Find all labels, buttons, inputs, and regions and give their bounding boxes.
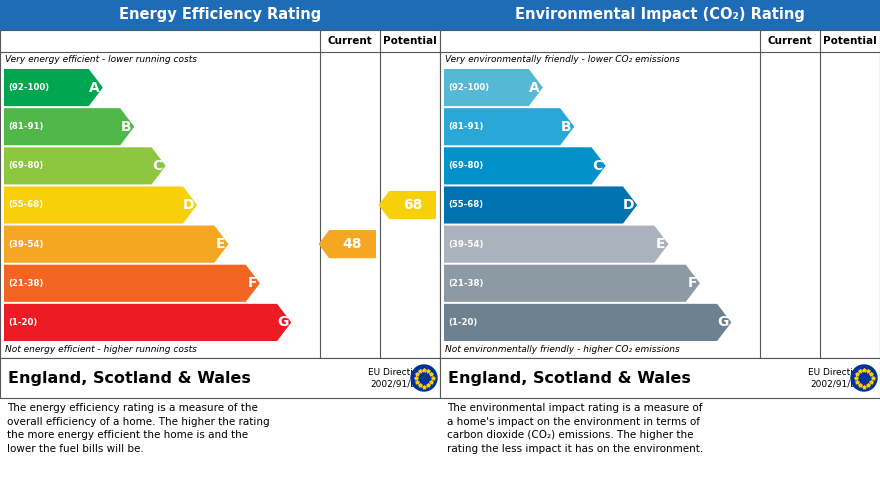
Text: Not environmentally friendly - higher CO₂ emissions: Not environmentally friendly - higher CO…: [445, 346, 679, 354]
Text: (55-68): (55-68): [448, 201, 483, 210]
Text: Not energy efficient - higher running costs: Not energy efficient - higher running co…: [5, 346, 197, 354]
Text: EU Directive
2002/91/EC: EU Directive 2002/91/EC: [368, 368, 424, 388]
Text: D: D: [622, 198, 634, 212]
Text: (21-38): (21-38): [448, 279, 483, 288]
Text: Very environmentally friendly - lower CO₂ emissions: Very environmentally friendly - lower CO…: [445, 56, 680, 65]
Text: England, Scotland & Wales: England, Scotland & Wales: [448, 371, 691, 386]
Text: (69-80): (69-80): [8, 161, 43, 171]
Text: EU Directive
2002/91/EC: EU Directive 2002/91/EC: [808, 368, 864, 388]
Polygon shape: [319, 230, 376, 258]
Bar: [440, 30, 880, 358]
Polygon shape: [444, 147, 605, 184]
Polygon shape: [4, 69, 103, 106]
Text: C: C: [152, 159, 163, 173]
Polygon shape: [4, 108, 135, 145]
Text: (1-20): (1-20): [8, 318, 37, 327]
Text: The environmental impact rating is a measure of
a home's impact on the environme: The environmental impact rating is a mea…: [447, 403, 703, 454]
Polygon shape: [444, 108, 575, 145]
Polygon shape: [444, 226, 669, 263]
Text: (69-80): (69-80): [448, 161, 483, 171]
Text: (21-38): (21-38): [8, 279, 43, 288]
Text: D: D: [182, 198, 194, 212]
Text: F: F: [687, 276, 697, 290]
Bar: [0, 0, 440, 30]
Text: G: G: [717, 316, 729, 329]
Text: (81-91): (81-91): [8, 122, 43, 131]
Polygon shape: [4, 186, 197, 223]
Text: A: A: [529, 80, 540, 95]
Text: G: G: [277, 316, 289, 329]
Text: C: C: [592, 159, 603, 173]
Text: (92-100): (92-100): [8, 83, 49, 92]
Text: (81-91): (81-91): [448, 122, 483, 131]
Polygon shape: [4, 147, 165, 184]
Text: 48: 48: [343, 237, 363, 251]
Text: Energy Efficiency Rating: Energy Efficiency Rating: [119, 7, 321, 23]
Text: E: E: [656, 237, 665, 251]
Circle shape: [411, 365, 437, 391]
Polygon shape: [444, 265, 700, 302]
Text: (39-54): (39-54): [448, 240, 483, 248]
Circle shape: [851, 365, 877, 391]
Text: Environmental Impact (CO₂) Rating: Environmental Impact (CO₂) Rating: [515, 7, 805, 23]
Text: Current: Current: [327, 36, 372, 46]
Polygon shape: [4, 304, 291, 341]
Polygon shape: [444, 304, 731, 341]
Text: Potential: Potential: [823, 36, 876, 46]
Text: (1-20): (1-20): [448, 318, 477, 327]
Text: Current: Current: [767, 36, 812, 46]
Text: B: B: [561, 120, 571, 134]
Polygon shape: [4, 265, 260, 302]
Text: F: F: [247, 276, 257, 290]
Text: (92-100): (92-100): [448, 83, 489, 92]
Text: (55-68): (55-68): [8, 201, 43, 210]
Text: (39-54): (39-54): [8, 240, 43, 248]
Bar: [0, 30, 440, 358]
Polygon shape: [444, 69, 543, 106]
Text: A: A: [89, 80, 100, 95]
Text: The energy efficiency rating is a measure of the
overall efficiency of a home. T: The energy efficiency rating is a measur…: [7, 403, 269, 454]
Polygon shape: [4, 226, 229, 263]
Bar: [440, 358, 880, 398]
Text: Very energy efficient - lower running costs: Very energy efficient - lower running co…: [5, 56, 197, 65]
Text: England, Scotland & Wales: England, Scotland & Wales: [8, 371, 251, 386]
Text: B: B: [121, 120, 131, 134]
Polygon shape: [444, 186, 637, 223]
Text: E: E: [216, 237, 225, 251]
Text: 68: 68: [403, 198, 422, 212]
Text: Potential: Potential: [383, 36, 436, 46]
Bar: [440, 0, 880, 30]
Bar: [0, 358, 440, 398]
Polygon shape: [378, 191, 436, 219]
